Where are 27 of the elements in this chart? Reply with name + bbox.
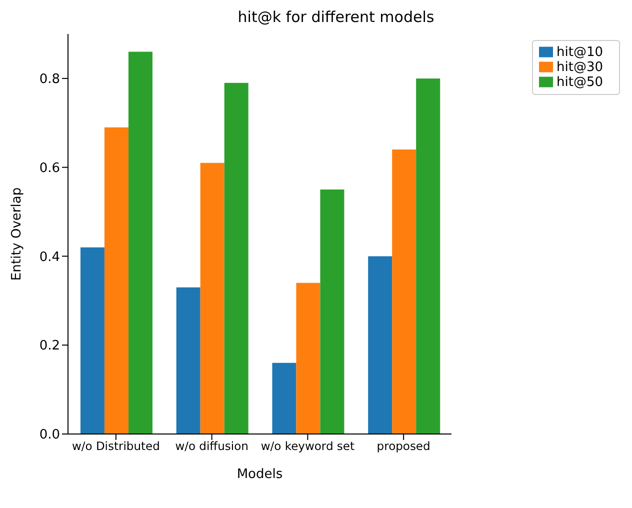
bar <box>224 82 248 434</box>
x-tick-label: w/o Distributed <box>72 439 160 454</box>
bar <box>272 362 296 434</box>
y-tick-label: 0.4 <box>39 250 60 265</box>
legend-label: hit@10 <box>556 45 603 60</box>
x-tick-label: w/o diffusion <box>175 439 248 454</box>
y-tick-label: 0.0 <box>39 428 60 443</box>
bar <box>368 256 392 434</box>
bar <box>80 247 104 434</box>
chart-title: hit@k for different models <box>236 8 436 26</box>
y-tick-label: 0.6 <box>39 160 60 176</box>
bar <box>416 78 440 434</box>
y-tick-label: 0.2 <box>39 338 60 354</box>
bar <box>200 162 224 434</box>
legend-label: hit@30 <box>556 60 603 75</box>
bar <box>104 127 128 434</box>
bar <box>176 287 200 434</box>
y-tick-label: 0.8 <box>39 72 60 88</box>
x-tick-label: w/o keyword set <box>260 439 355 454</box>
x-tick-label: proposed <box>376 439 430 454</box>
legend-label: hit@50 <box>556 75 603 90</box>
x-axis-title: Models <box>236 467 283 482</box>
bar <box>296 282 320 434</box>
bar <box>392 150 416 434</box>
y-axis-title: Entity Overlap <box>10 187 25 281</box>
bar <box>320 190 344 434</box>
bar <box>128 52 152 434</box>
